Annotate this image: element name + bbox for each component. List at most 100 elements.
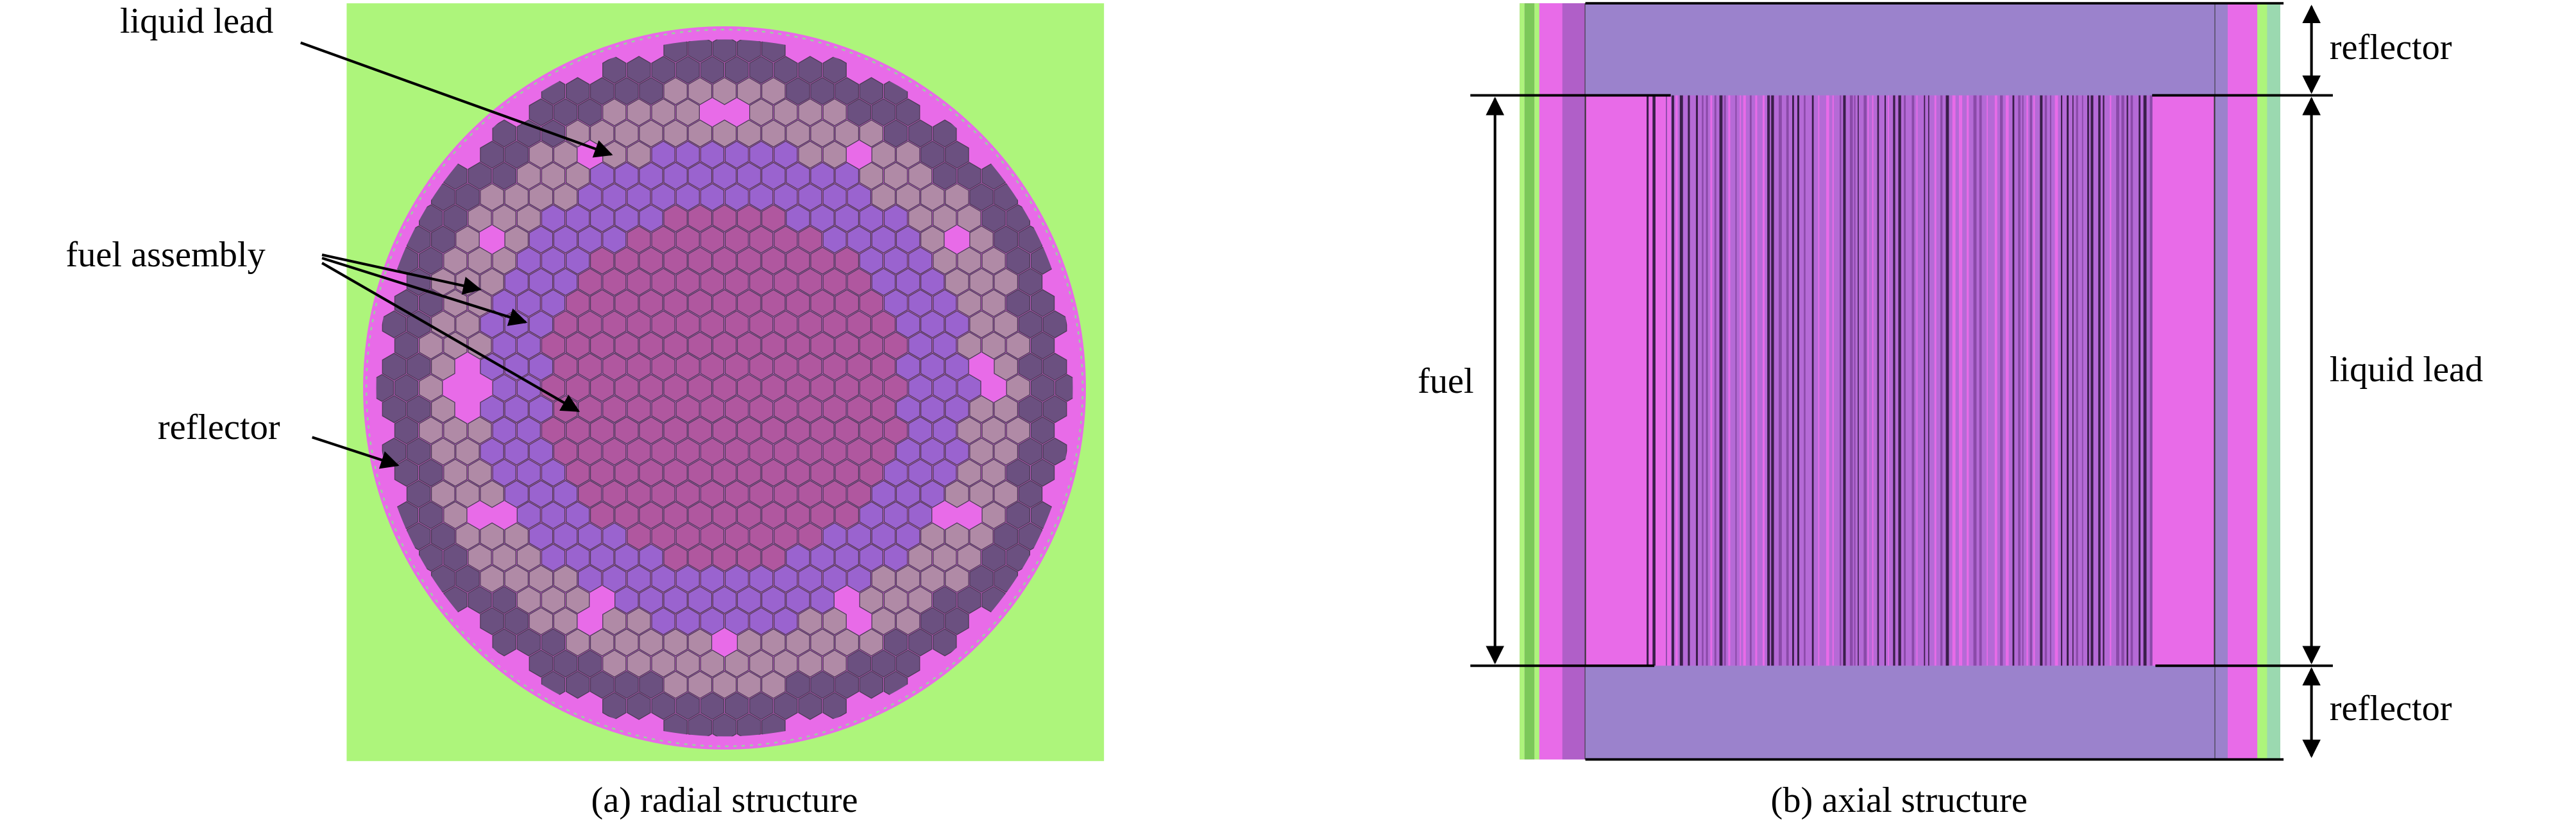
assembly: [883, 374, 908, 402]
assembly: [589, 544, 614, 572]
stripe: [1994, 95, 1997, 666]
bottom-reflector: [1585, 666, 2215, 760]
assembly: [700, 437, 725, 466]
assembly: [895, 352, 920, 381]
assembly: [553, 183, 578, 211]
assembly: [406, 479, 431, 508]
assembly: [627, 692, 651, 720]
assembly: [810, 331, 835, 360]
assembly: [602, 183, 627, 211]
assembly: [798, 437, 822, 466]
assembly: [663, 77, 688, 105]
assembly: [774, 268, 798, 296]
assembly: [529, 522, 554, 551]
assembly: [859, 77, 884, 105]
assembly: [736, 289, 761, 318]
assembly: [614, 628, 639, 657]
assembly: [651, 650, 675, 678]
assembly: [908, 544, 933, 572]
assembly: [480, 522, 504, 551]
assembly: [565, 246, 590, 275]
assembly: [602, 650, 627, 678]
assembly: [786, 501, 810, 529]
assembly: [663, 458, 688, 487]
assembly: [749, 692, 774, 720]
assembly: [614, 289, 639, 318]
assembly: [1006, 331, 1031, 360]
assembly: [675, 268, 700, 296]
assembly: [602, 268, 627, 296]
assembly: [688, 289, 713, 318]
assembly: [761, 501, 786, 529]
assembly: [516, 331, 541, 360]
assembly: [577, 437, 602, 466]
assembly: [565, 671, 590, 699]
assembly: [639, 77, 663, 105]
assembly: [774, 352, 798, 381]
assembly: [774, 479, 798, 508]
assembly: [786, 77, 810, 105]
assembly: [871, 183, 896, 211]
assembly: [639, 501, 663, 529]
stripe: [2081, 95, 2083, 666]
assembly: [908, 628, 933, 657]
assembly: [761, 416, 786, 445]
assembly: [933, 331, 957, 360]
assembly: [443, 544, 468, 572]
assembly: [945, 310, 969, 339]
assembly: [712, 713, 737, 737]
assembly: [920, 479, 945, 508]
assembly: [798, 56, 822, 84]
assembly: [908, 246, 933, 275]
assembly: [492, 544, 516, 572]
assembly: [957, 544, 981, 572]
assembly: [504, 352, 529, 381]
stripe: [1934, 95, 1936, 666]
assembly: [871, 141, 896, 169]
assembly: [895, 479, 920, 508]
assembly: [969, 183, 994, 211]
stripe: [1863, 95, 1867, 666]
assembly: [883, 544, 908, 572]
assembly: [553, 268, 578, 296]
stripe: [1911, 95, 1915, 666]
assembly: [945, 352, 969, 381]
stripe: [2121, 95, 2124, 666]
assembly: [419, 374, 443, 402]
assembly: [675, 692, 700, 720]
assembly: [455, 225, 480, 254]
assembly: [419, 416, 443, 445]
assembly: [920, 565, 945, 593]
assembly: [627, 352, 651, 381]
assembly: [822, 352, 847, 381]
assembly: [1030, 289, 1055, 318]
assembly: [700, 56, 725, 84]
assembly: [614, 246, 639, 275]
assembly: [529, 437, 554, 466]
stripe: [1714, 95, 1716, 666]
assembly: [871, 437, 896, 466]
assembly: [577, 98, 602, 126]
assembly: [663, 331, 688, 360]
assembly: [553, 437, 578, 466]
assembly: [712, 458, 737, 487]
stripe: [2103, 95, 2105, 666]
assembly: [430, 395, 455, 424]
assembly: [468, 544, 492, 572]
stripe: [1888, 95, 1889, 666]
assembly: [455, 183, 480, 211]
assembly: [589, 458, 614, 487]
assembly: [1042, 352, 1067, 381]
assembly: [553, 522, 578, 551]
assembly: [504, 183, 529, 211]
stripe: [1928, 95, 1929, 666]
label-liquid-lead: liquid lead: [2330, 350, 2483, 390]
assembly: [957, 586, 981, 614]
assembly: [957, 331, 981, 360]
assembly: [443, 246, 468, 275]
assembly: [859, 204, 884, 232]
assembly: [774, 225, 798, 254]
assembly: [798, 607, 822, 635]
assembly: [480, 352, 504, 381]
assembly: [724, 310, 749, 339]
